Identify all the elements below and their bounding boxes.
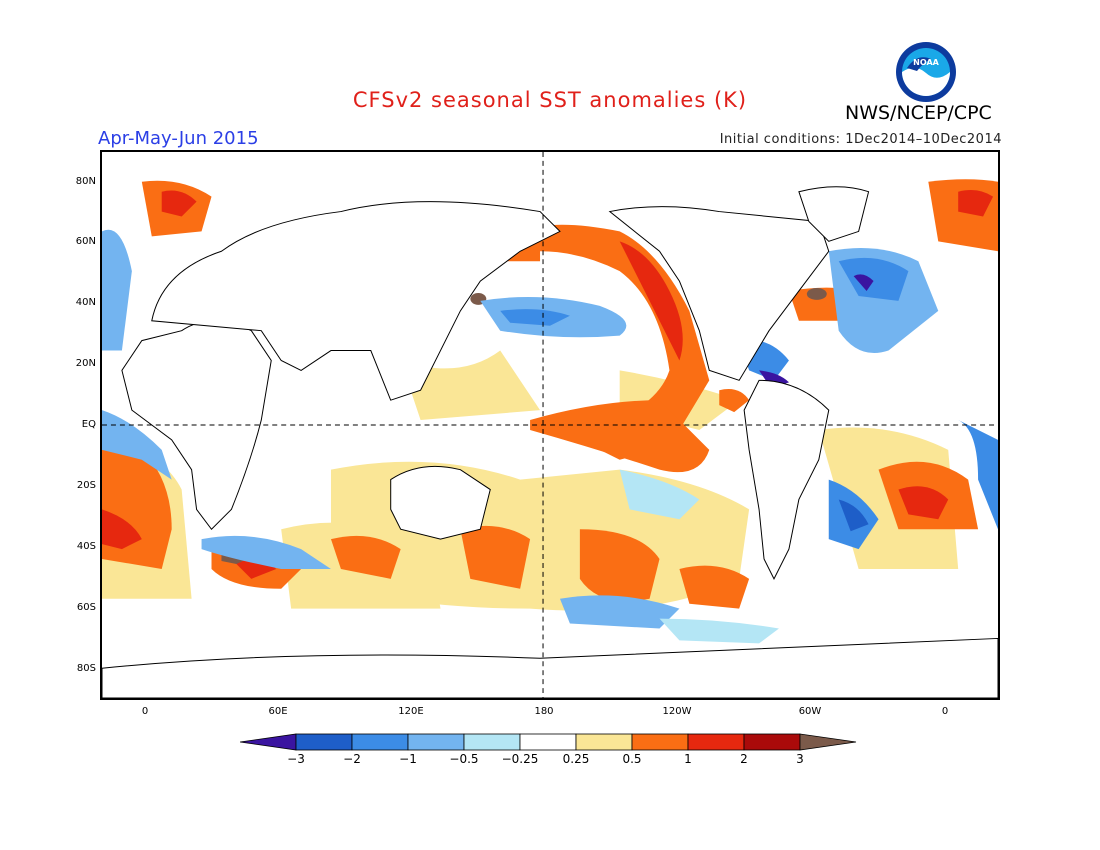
colorbar-segment <box>295 733 353 751</box>
lat-label: 40S <box>76 541 96 552</box>
lat-label: 40N <box>75 297 96 308</box>
colorbar-label: 1 <box>684 752 692 766</box>
colorbar-label: −0.5 <box>449 752 479 766</box>
lon-label: 120E <box>398 706 424 717</box>
colorbar-arrow-low <box>240 733 297 751</box>
colorbar-label: −0.25 <box>501 752 539 766</box>
antarctica-outline <box>102 637 998 698</box>
lon-label: 180 <box>534 706 554 717</box>
coastlines <box>102 186 998 698</box>
lon-label: 60W <box>798 706 822 717</box>
map-title: CFSv2 seasonal SST anomalies (K) <box>352 88 748 112</box>
south-america-outline <box>743 379 830 580</box>
colorbar-label: 0.5 <box>622 752 642 766</box>
colorbar-label: 3 <box>796 752 804 766</box>
greenland-outline <box>798 186 870 242</box>
lat-label: 60S <box>76 602 96 613</box>
lon-label: 0 <box>141 706 149 717</box>
colorbar-segment <box>575 733 633 751</box>
lon-label: 60E <box>268 706 288 717</box>
lat-label: 60N <box>75 236 96 247</box>
colorbar <box>240 733 857 751</box>
colorbar-label: 2 <box>740 752 748 766</box>
lat-label: 80N <box>75 176 96 187</box>
forecast-period: Apr-May-Jun 2015 <box>98 128 259 149</box>
colorbar-arrow-high <box>799 733 857 751</box>
colorbar-label: −3 <box>287 752 305 766</box>
agency-label: NWS/NCEP/CPC <box>845 102 992 124</box>
colorbar-segment <box>351 733 409 751</box>
initial-conditions: Initial conditions: 1Dec2014–10Dec2014 <box>719 132 1002 147</box>
lon-label: 120W <box>662 706 692 717</box>
noaa-logo-text: NOAA <box>913 58 939 67</box>
colorbar-label: −2 <box>343 752 361 766</box>
colorbar-label: −1 <box>399 752 417 766</box>
colorbar-segment <box>407 733 465 751</box>
colorbar-segment <box>519 733 577 751</box>
colorbar-label: 0.25 <box>562 752 590 766</box>
colorbar-segment <box>743 733 801 751</box>
noaa-logo: NOAA <box>896 42 956 102</box>
lat-label: 20S <box>76 480 96 491</box>
colorbar-segment <box>631 733 689 751</box>
lat-label: 80S <box>76 663 96 674</box>
north-america-outline <box>608 206 830 381</box>
colorbar-segment <box>463 733 521 751</box>
lon-label: 0 <box>941 706 949 717</box>
anomaly-field <box>102 179 998 644</box>
sst-anomaly-map <box>100 150 1000 700</box>
colorbar-segment <box>687 733 745 751</box>
lat-label: 20N <box>75 358 96 369</box>
australia-outline <box>390 465 491 540</box>
lat-label: EQ <box>81 419 96 430</box>
eurasia-outline <box>151 201 561 401</box>
